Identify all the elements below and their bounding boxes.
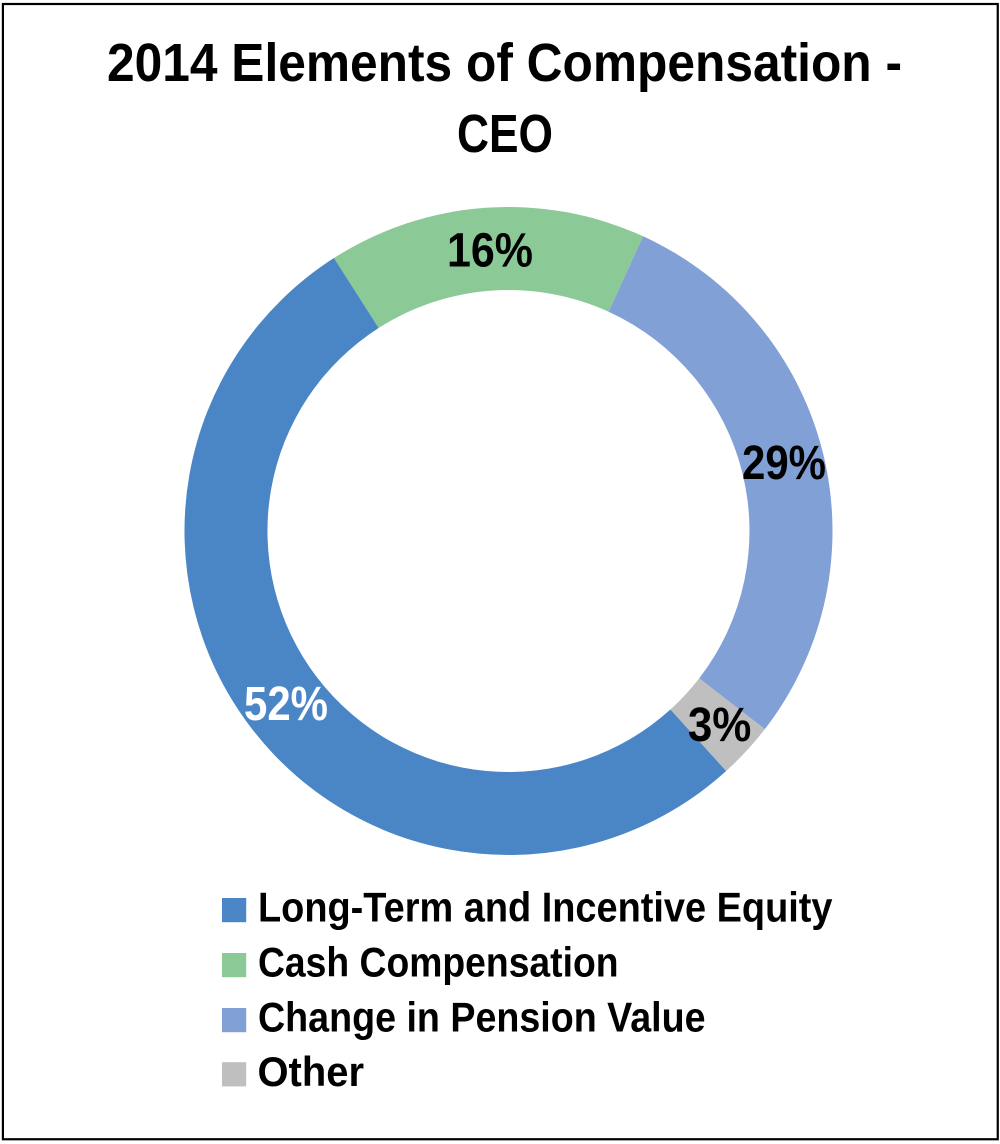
svg-text:29%: 29% (742, 436, 826, 490)
svg-text:52%: 52% (244, 677, 328, 731)
svg-text:Other: Other (258, 1048, 365, 1095)
svg-text:16%: 16% (447, 224, 533, 278)
svg-text:3%: 3% (688, 698, 752, 752)
svg-text:Cash Compensation: Cash Compensation (258, 939, 619, 986)
svg-text:CEO: CEO (457, 104, 553, 164)
svg-text:Long-Term and Incentive Equity: Long-Term and Incentive Equity (258, 884, 833, 931)
svg-text:2014 Elements of Compensation: 2014 Elements of Compensation - (107, 33, 902, 93)
svg-text:Change in Pension Value: Change in Pension Value (258, 994, 706, 1041)
